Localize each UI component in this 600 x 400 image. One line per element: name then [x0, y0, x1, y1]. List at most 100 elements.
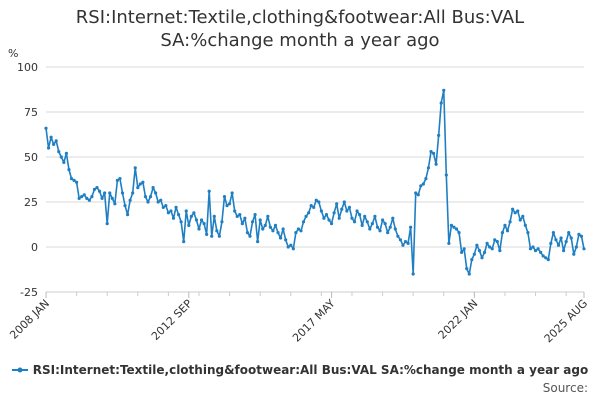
data-point[interactable]: [179, 220, 183, 224]
data-point[interactable]: [233, 209, 237, 213]
data-point[interactable]: [556, 243, 561, 247]
data-point[interactable]: [92, 187, 97, 191]
data-point[interactable]: [46, 146, 51, 150]
data-point[interactable]: [554, 238, 558, 242]
data-point[interactable]: [258, 218, 262, 222]
data-point[interactable]: [531, 245, 535, 249]
data-point[interactable]: [128, 198, 132, 202]
data-point[interactable]: [518, 218, 522, 222]
data-point[interactable]: [261, 227, 265, 231]
data-point[interactable]: [396, 234, 400, 238]
data-point[interactable]: [271, 229, 275, 233]
data-point[interactable]: [212, 214, 216, 218]
data-point[interactable]: [95, 186, 99, 190]
data-point[interactable]: [182, 240, 186, 244]
data-point[interactable]: [189, 214, 193, 218]
data-point[interactable]: [317, 200, 321, 204]
data-point[interactable]: [322, 216, 326, 220]
data-point[interactable]: [314, 198, 318, 202]
data-point[interactable]: [67, 168, 71, 172]
data-point[interactable]: [363, 214, 367, 218]
data-point[interactable]: [110, 196, 114, 200]
data-point[interactable]: [131, 191, 135, 195]
data-point[interactable]: [460, 250, 464, 254]
data-point[interactable]: [291, 247, 295, 251]
data-point[interactable]: [347, 205, 352, 209]
data-point[interactable]: [123, 204, 127, 208]
data-point[interactable]: [192, 211, 196, 215]
data-point[interactable]: [495, 240, 499, 244]
data-point[interactable]: [470, 258, 474, 262]
data-point[interactable]: [324, 213, 329, 217]
data-point[interactable]: [243, 216, 247, 220]
data-point[interactable]: [391, 216, 395, 220]
data-point[interactable]: [164, 204, 168, 208]
data-point[interactable]: [97, 189, 102, 193]
data-point[interactable]: [419, 184, 423, 188]
data-point[interactable]: [238, 213, 242, 217]
data-point[interactable]: [80, 195, 84, 199]
data-point[interactable]: [49, 135, 53, 139]
data-point[interactable]: [572, 252, 576, 256]
data-point[interactable]: [289, 243, 293, 247]
data-point[interactable]: [577, 232, 581, 236]
data-point[interactable]: [100, 196, 104, 200]
data-point[interactable]: [411, 272, 415, 276]
data-point[interactable]: [551, 231, 556, 235]
data-point[interactable]: [169, 209, 173, 213]
data-point[interactable]: [429, 150, 433, 154]
data-point[interactable]: [569, 236, 573, 240]
data-point[interactable]: [146, 200, 150, 204]
data-point[interactable]: [439, 101, 443, 105]
data-point[interactable]: [386, 231, 390, 235]
data-point[interactable]: [424, 177, 428, 181]
data-point[interactable]: [536, 247, 540, 251]
data-point[interactable]: [434, 162, 438, 166]
data-point[interactable]: [113, 202, 117, 206]
data-point[interactable]: [215, 229, 219, 233]
data-point[interactable]: [156, 200, 160, 204]
data-point[interactable]: [197, 227, 201, 231]
data-point[interactable]: [87, 198, 91, 202]
data-point[interactable]: [263, 223, 267, 227]
data-point[interactable]: [508, 220, 512, 224]
data-point[interactable]: [477, 249, 482, 253]
data-point[interactable]: [248, 234, 252, 238]
data-point[interactable]: [350, 216, 354, 220]
data-point[interactable]: [546, 258, 550, 262]
data-point[interactable]: [398, 238, 403, 242]
data-point[interactable]: [342, 200, 346, 204]
data-point[interactable]: [125, 213, 130, 217]
data-point[interactable]: [511, 207, 515, 211]
data-point[interactable]: [541, 254, 545, 258]
data-point[interactable]: [370, 222, 374, 226]
data-point[interactable]: [426, 166, 431, 170]
data-point[interactable]: [52, 142, 56, 146]
data-point[interactable]: [184, 209, 188, 213]
data-point[interactable]: [360, 223, 364, 227]
data-point[interactable]: [266, 214, 270, 218]
data-point[interactable]: [227, 202, 232, 206]
data-point[interactable]: [513, 211, 517, 215]
data-point[interactable]: [319, 209, 323, 213]
data-point[interactable]: [528, 247, 533, 251]
data-point[interactable]: [490, 247, 494, 251]
data-point[interactable]: [414, 191, 418, 195]
data-point[interactable]: [544, 256, 548, 260]
data-point[interactable]: [337, 216, 341, 220]
data-point[interactable]: [90, 195, 94, 199]
data-point[interactable]: [340, 207, 344, 211]
data-point[interactable]: [103, 191, 107, 195]
data-point[interactable]: [222, 195, 227, 199]
data-point[interactable]: [549, 241, 553, 245]
data-point[interactable]: [85, 196, 89, 200]
data-point[interactable]: [482, 250, 487, 254]
data-point[interactable]: [207, 189, 211, 193]
data-point[interactable]: [136, 186, 140, 190]
data-point[interactable]: [480, 256, 484, 260]
data-point[interactable]: [154, 191, 158, 195]
data-point[interactable]: [301, 220, 306, 224]
data-point[interactable]: [488, 245, 492, 249]
data-point[interactable]: [365, 220, 369, 224]
data-point[interactable]: [388, 225, 392, 229]
